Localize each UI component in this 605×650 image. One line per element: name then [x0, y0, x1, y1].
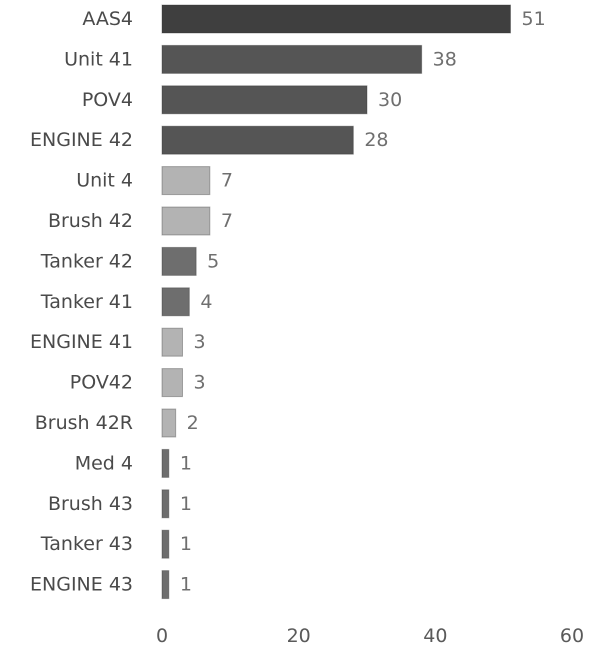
data-label: 1 [180, 493, 192, 515]
category-label: Unit 4 [76, 170, 133, 192]
bar-10 [161, 408, 177, 438]
x-tick-label: 20 [287, 625, 311, 647]
bar-6 [161, 246, 197, 276]
bar-4 [161, 166, 211, 196]
category-label: Brush 42 [48, 210, 133, 232]
bar-8 [161, 327, 183, 357]
bar-5 [161, 206, 211, 236]
category-label: ENGINE 41 [30, 331, 133, 353]
bar-1 [161, 44, 423, 74]
category-label: AAS4 [82, 8, 133, 30]
bar-3 [161, 125, 354, 155]
data-label: 3 [194, 331, 206, 353]
bar-2 [161, 85, 368, 115]
x-tick-label: 60 [560, 625, 584, 647]
category-label: POV4 [82, 89, 133, 111]
data-label: 1 [180, 533, 192, 555]
data-label: 1 [180, 574, 192, 596]
data-label: 3 [194, 372, 206, 394]
bar-13 [161, 529, 170, 559]
category-label: Brush 42R [35, 412, 133, 434]
data-label: 1 [180, 452, 192, 474]
data-label: 7 [221, 170, 233, 192]
data-label: 5 [207, 250, 219, 272]
bar-14 [161, 570, 170, 600]
data-label: 2 [187, 412, 199, 434]
x-tick-label: 40 [423, 625, 447, 647]
category-label: Tanker 41 [40, 291, 133, 313]
category-label: POV42 [70, 372, 133, 394]
data-label: 51 [522, 8, 546, 30]
data-label: 4 [200, 291, 212, 313]
bar-0 [161, 4, 511, 34]
bar-11 [161, 448, 170, 478]
category-label: Brush 43 [48, 493, 133, 515]
category-label: ENGINE 42 [30, 129, 133, 151]
bar-9 [161, 368, 183, 398]
data-label: 7 [221, 210, 233, 232]
x-tick-label: 0 [156, 625, 168, 647]
bar-12 [161, 489, 170, 519]
category-label: Tanker 42 [40, 250, 133, 272]
data-label: 38 [433, 48, 457, 70]
category-label: ENGINE 43 [30, 574, 133, 596]
data-label: 28 [364, 129, 388, 151]
data-label: 30 [378, 89, 402, 111]
bar-7 [161, 287, 190, 317]
category-label: Tanker 43 [40, 533, 133, 555]
category-label: Unit 41 [64, 48, 133, 70]
category-label: Med 4 [75, 452, 133, 474]
